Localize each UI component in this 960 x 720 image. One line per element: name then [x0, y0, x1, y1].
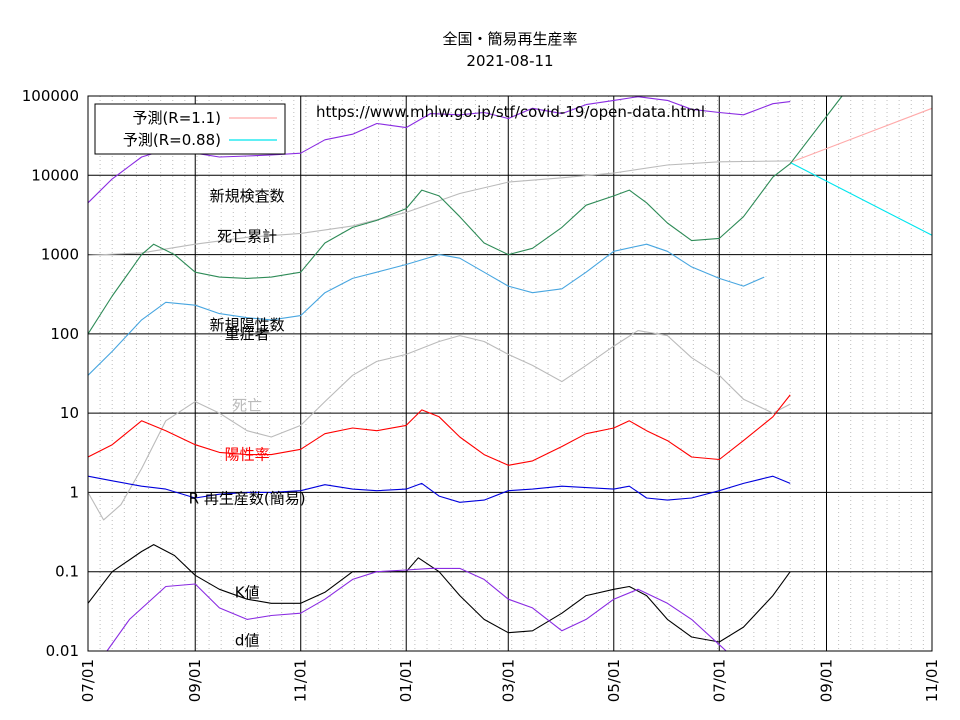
series-line — [87, 475, 791, 503]
series-label: 重症者 — [225, 325, 270, 343]
legend-box — [94, 103, 286, 155]
legend-label: 予測(R=0.88) — [123, 131, 221, 149]
series-line — [106, 567, 727, 652]
x-tick-label: 09/01 — [818, 659, 836, 702]
x-tick-label: 05/01 — [605, 659, 623, 702]
series-line — [87, 544, 791, 643]
series-layer — [87, 95, 933, 652]
y-tick-label: 0.01 — [46, 642, 79, 660]
axes: 0.01 0.1 1 10 100 1000 10000 100000 07/01 09/01 11… — [22, 87, 941, 702]
y-tick-label: 1000 — [41, 246, 79, 264]
series-label: 新規陽性数 — [210, 316, 285, 334]
series-line — [87, 394, 791, 466]
x-tick-label: 07/01 — [79, 659, 97, 702]
series-line — [87, 330, 791, 521]
y-tick-label: 10 — [60, 404, 79, 422]
series-line — [790, 107, 933, 164]
y-tick-label: 100000 — [22, 87, 79, 105]
url-annotation: https://www.mhlw.go.jp/stf/covid-19/open… — [316, 103, 705, 121]
series-line — [87, 96, 791, 204]
series-label: d値 — [235, 632, 260, 650]
legend: 予測(R=1.1) 予測(R=0.88) — [94, 103, 286, 155]
series-line — [87, 160, 791, 256]
series-line — [789, 162, 933, 236]
x-tick-label: 09/01 — [186, 659, 204, 702]
legend-label: 予測(R=1.1) — [132, 109, 221, 127]
series-label: K値 — [235, 583, 260, 601]
y-tick-label: 100 — [50, 325, 79, 343]
series-line — [87, 243, 765, 376]
chart-title: 全国・簡易再生産率 — [442, 30, 577, 48]
grid — [87, 95, 933, 652]
y-tick-label: 1 — [69, 483, 79, 501]
series-label: 新規検査数 — [210, 187, 285, 205]
series-line — [87, 163, 791, 335]
chart-subtitle: 2021-08-11 — [466, 52, 553, 70]
x-tick-label: 07/01 — [710, 659, 728, 702]
plot-frame — [87, 95, 933, 652]
x-tick-label: 01/01 — [397, 659, 415, 702]
x-tick-label: 03/01 — [499, 659, 517, 702]
series-label: 死亡 — [232, 396, 262, 414]
y-tick-label: 10000 — [31, 166, 79, 184]
series-line — [789, 95, 843, 165]
y-tick-label: 0.1 — [55, 563, 79, 581]
series-label: 死亡累計 — [217, 227, 277, 245]
series-label: R 再生産数(簡易) — [189, 489, 306, 507]
series-label: 陽性率 — [225, 446, 270, 464]
x-tick-label: 11/01 — [923, 659, 941, 702]
x-tick-label: 11/01 — [292, 659, 310, 702]
